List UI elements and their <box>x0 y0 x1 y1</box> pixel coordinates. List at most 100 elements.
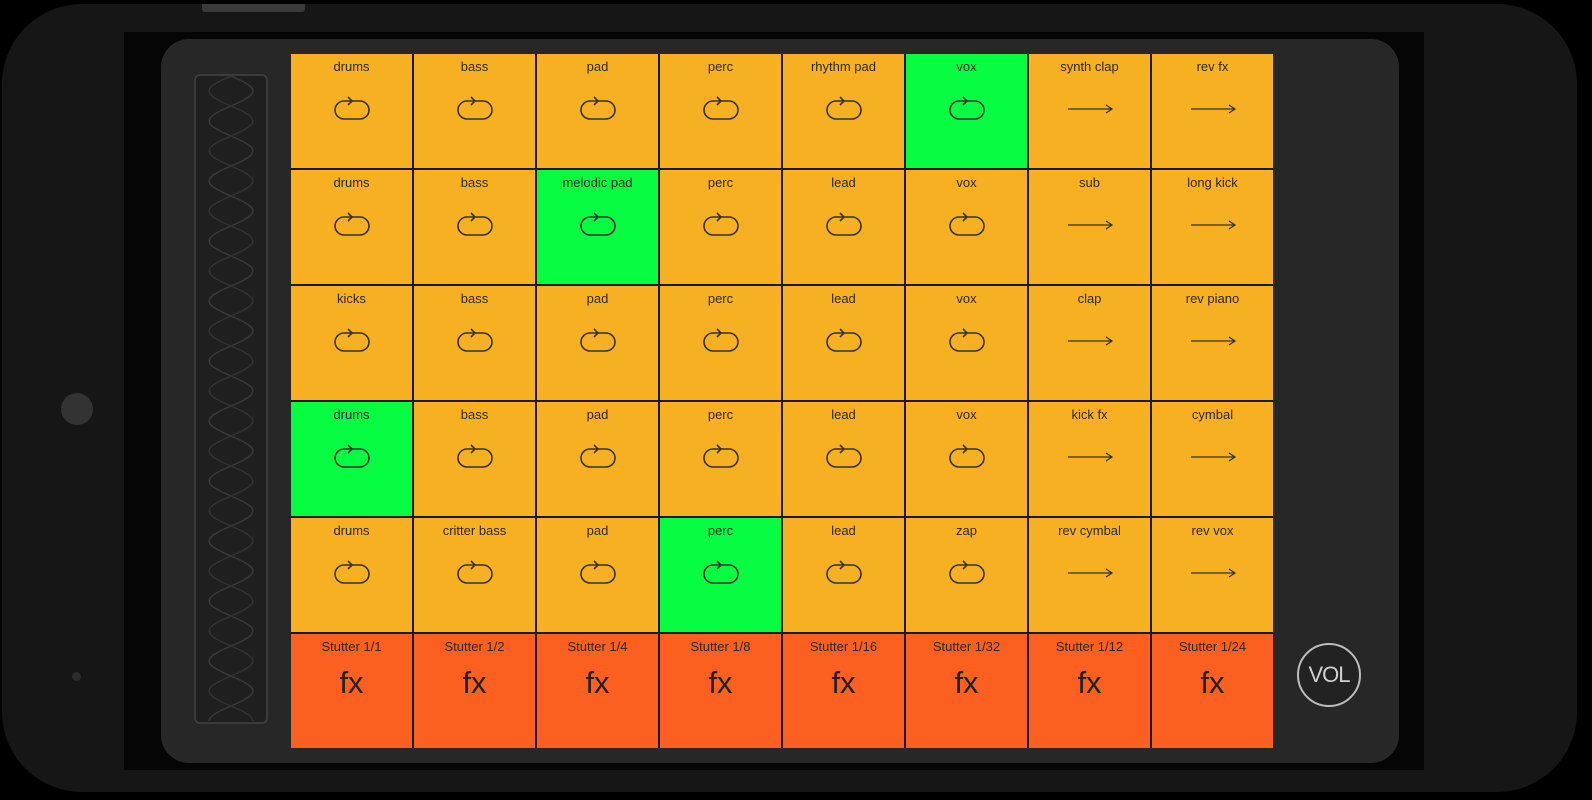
pad-r5-c8[interactable]: rev vox <box>1152 518 1273 632</box>
fx-label: Stutter 1/8 <box>690 639 751 654</box>
loop-icon <box>699 94 743 124</box>
pad-r2-c7[interactable]: sub <box>1029 170 1150 284</box>
pad-grid: drums bass pad perc rhythm pad vox synth clap r… <box>291 54 1273 748</box>
pad-label: bass <box>460 175 489 190</box>
pad-label: clap <box>1077 291 1102 306</box>
pad-label: kicks <box>337 291 366 306</box>
pad-label: rhythm pad <box>810 59 877 74</box>
pad-r3-c6[interactable]: vox <box>906 286 1027 400</box>
loop-icon <box>576 558 620 588</box>
pad-r3-c5[interactable]: lead <box>783 286 904 400</box>
pad-r5-c7[interactable]: rev cymbal <box>1029 518 1150 632</box>
pad-label: critter bass <box>442 523 507 538</box>
pad-r4-c7[interactable]: kick fx <box>1029 402 1150 516</box>
pad-r3-c7[interactable]: clap <box>1029 286 1150 400</box>
pad-label: zap <box>956 523 977 538</box>
loop-icon <box>330 94 374 124</box>
fx-pad-1[interactable]: Stutter 1/1 fx <box>291 634 412 748</box>
fx-pad-3[interactable]: Stutter 1/4 fx <box>537 634 658 748</box>
pad-label: long kick <box>1187 175 1238 190</box>
pad-r3-c4[interactable]: perc <box>660 286 781 400</box>
volume-label: VOL <box>1308 662 1350 687</box>
fx-label: Stutter 1/2 <box>444 639 505 654</box>
pad-r1-c3[interactable]: pad <box>537 54 658 168</box>
oneshot-arrow-icon <box>1187 442 1239 472</box>
loop-icon <box>453 94 497 124</box>
loop-icon <box>453 442 497 472</box>
pad-label: kick fx <box>1071 407 1108 422</box>
fx-pad-8[interactable]: Stutter 1/24 fx <box>1152 634 1273 748</box>
pad-r5-c5[interactable]: lead <box>783 518 904 632</box>
loop-icon <box>576 210 620 240</box>
pad-r5-c2[interactable]: critter bass <box>414 518 535 632</box>
loop-icon <box>822 558 866 588</box>
pad-r4-c1[interactable]: drums <box>291 402 412 516</box>
fx-icon: fx <box>1077 665 1102 700</box>
pad-label: lead <box>831 407 856 422</box>
pad-r2-c8[interactable]: long kick <box>1152 170 1273 284</box>
pad-label: lead <box>831 291 856 306</box>
loop-icon <box>453 326 497 356</box>
fx-icon: fx <box>339 665 364 700</box>
loop-icon <box>945 210 989 240</box>
pad-r4-c2[interactable]: bass <box>414 402 535 516</box>
loop-icon <box>330 558 374 588</box>
pad-r1-c4[interactable]: perc <box>660 54 781 168</box>
loop-icon <box>822 94 866 124</box>
fx-pad-4[interactable]: Stutter 1/8 fx <box>660 634 781 748</box>
speaker-bar <box>202 4 305 12</box>
pad-r2-c6[interactable]: vox <box>906 170 1027 284</box>
loop-icon <box>945 326 989 356</box>
loop-icon <box>330 210 374 240</box>
pad-r4-c6[interactable]: vox <box>906 402 1027 516</box>
pad-r1-c1[interactable]: drums <box>291 54 412 168</box>
pad-r1-c2[interactable]: bass <box>414 54 535 168</box>
pad-label: vox <box>956 407 977 422</box>
fx-label: Stutter 1/12 <box>1055 639 1124 654</box>
fx-icon: fx <box>708 665 733 700</box>
pad-label: vox <box>956 291 977 306</box>
loop-icon <box>822 442 866 472</box>
pad-label: pad <box>586 407 609 422</box>
pad-r4-c3[interactable]: pad <box>537 402 658 516</box>
oneshot-arrow-icon <box>1187 558 1239 588</box>
pad-r5-c1[interactable]: drums <box>291 518 412 632</box>
loop-icon <box>453 558 497 588</box>
loop-icon <box>822 210 866 240</box>
pad-r2-c4[interactable]: perc <box>660 170 781 284</box>
fx-pad-6[interactable]: Stutter 1/32 fx <box>906 634 1027 748</box>
pad-r3-c3[interactable]: pad <box>537 286 658 400</box>
pad-r2-c1[interactable]: drums <box>291 170 412 284</box>
pad-r5-c6[interactable]: zap <box>906 518 1027 632</box>
filter-slider[interactable] <box>194 74 268 724</box>
pad-r5-c4[interactable]: perc <box>660 518 781 632</box>
fx-pad-5[interactable]: Stutter 1/16 fx <box>783 634 904 748</box>
pad-r3-c1[interactable]: kicks <box>291 286 412 400</box>
pad-r2-c5[interactable]: lead <box>783 170 904 284</box>
pad-r4-c4[interactable]: perc <box>660 402 781 516</box>
pad-r1-c5[interactable]: rhythm pad <box>783 54 904 168</box>
fx-label: Stutter 1/4 <box>567 639 628 654</box>
pad-label: perc <box>707 291 734 306</box>
pad-r2-c3[interactable]: melodic pad <box>537 170 658 284</box>
volume-button[interactable]: VOL <box>1297 643 1361 707</box>
fx-pad-2[interactable]: Stutter 1/2 fx <box>414 634 535 748</box>
pad-r4-c5[interactable]: lead <box>783 402 904 516</box>
fx-pad-7[interactable]: Stutter 1/12 fx <box>1029 634 1150 748</box>
pad-r3-c2[interactable]: bass <box>414 286 535 400</box>
pad-label: vox <box>956 59 977 74</box>
pad-r1-c6[interactable]: vox <box>906 54 1027 168</box>
loop-icon <box>330 326 374 356</box>
pad-r3-c8[interactable]: rev piano <box>1152 286 1273 400</box>
oneshot-arrow-icon <box>1064 210 1116 240</box>
pad-r2-c2[interactable]: bass <box>414 170 535 284</box>
pad-r5-c3[interactable]: pad <box>537 518 658 632</box>
loop-icon <box>699 326 743 356</box>
loop-icon <box>699 210 743 240</box>
fx-icon: fx <box>954 665 979 700</box>
pad-r1-c7[interactable]: synth clap <box>1029 54 1150 168</box>
loop-icon <box>699 558 743 588</box>
pad-r1-c8[interactable]: rev fx <box>1152 54 1273 168</box>
pad-r4-c8[interactable]: cymbal <box>1152 402 1273 516</box>
pad-label: perc <box>707 175 734 190</box>
